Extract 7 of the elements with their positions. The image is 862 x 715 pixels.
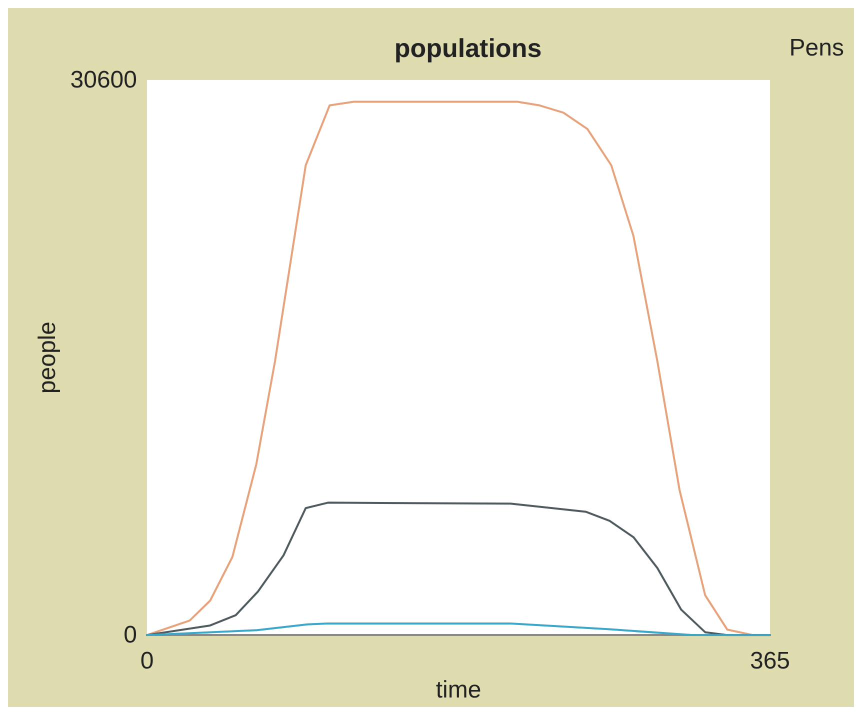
y-tick-label: 30600 (70, 66, 137, 94)
chart-title: populations (394, 33, 542, 63)
x-axis-title: time (436, 676, 482, 704)
y-axis-title: people (34, 322, 61, 394)
text: Pens (789, 34, 844, 62)
line-series (146, 622, 771, 636)
x-tick-label: 365 (750, 648, 790, 675)
